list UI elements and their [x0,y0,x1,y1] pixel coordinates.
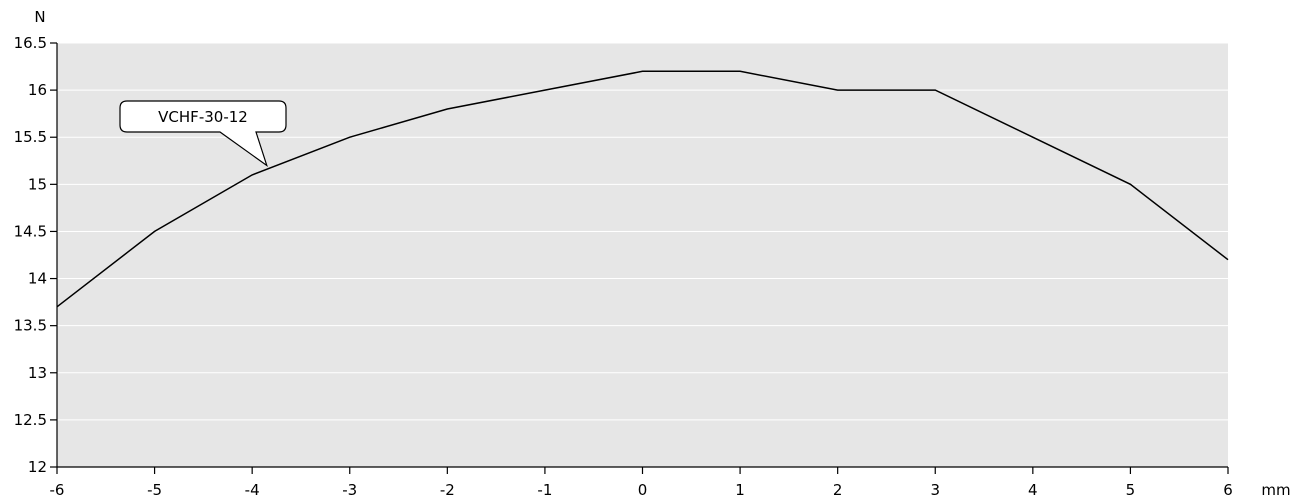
y-tick-label: 15 [28,175,47,193]
y-tick-label: 14 [28,270,47,288]
x-tick-label: -5 [147,481,162,499]
y-tick-label: 15.5 [14,128,47,146]
y-tick-label: 16.5 [14,34,47,52]
x-tick-label: 1 [735,481,745,499]
y-tick-label: 16 [28,81,47,99]
y-tick-label: 14.5 [14,222,47,240]
x-tick-label: 4 [1028,481,1038,499]
y-axis-unit: N [34,8,45,26]
callout-layer: VCHF-30-12 [119,100,287,168]
callout-label: VCHF-30-12 [158,108,248,126]
x-tick-label: -6 [50,481,65,499]
x-tick-label: 6 [1223,481,1233,499]
x-tick-label: 0 [638,481,648,499]
x-tick-label: 3 [930,481,940,499]
x-axis-unit: mm [1261,481,1290,499]
x-tick-label: -4 [245,481,260,499]
x-tick-label: 5 [1126,481,1136,499]
callout-box [119,100,287,168]
y-tick-label: 13 [28,364,47,382]
x-axis-ticks: -6 -5 -4 -3 -2 -1 0 1 2 3 4 5 6 [50,467,1233,499]
y-tick-label: 13.5 [14,317,47,335]
x-tick-label: -3 [342,481,357,499]
x-tick-label: 2 [833,481,843,499]
y-tick-label: 12 [28,458,47,476]
y-axis-ticks: 12 12.5 13 13.5 14 14.5 15 15.5 16 16.5 [14,34,57,476]
y-tick-label: 12.5 [14,411,47,429]
x-tick-label: -1 [537,481,552,499]
x-tick-label: -2 [440,481,455,499]
series-layer [56,70,1229,308]
series-line [56,70,1229,308]
